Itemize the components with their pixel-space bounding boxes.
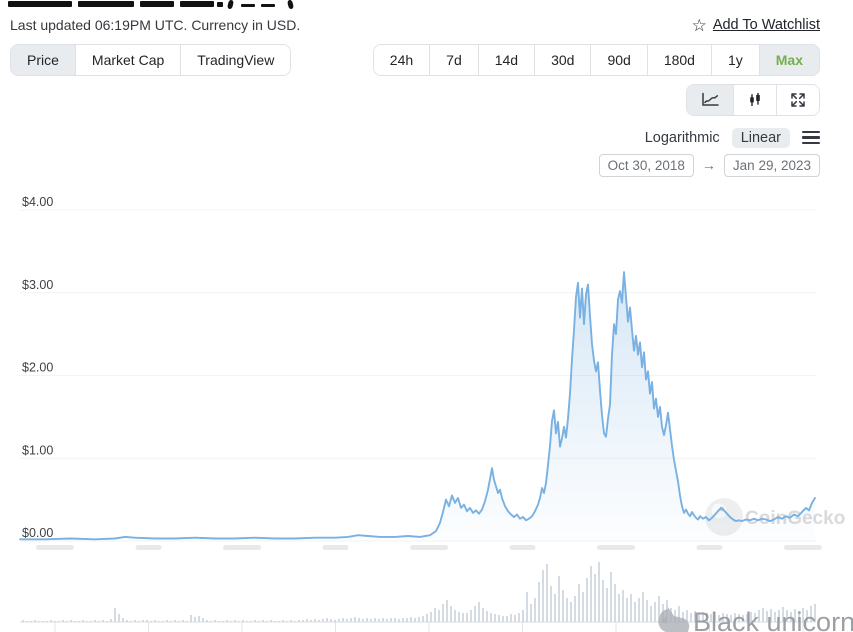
x-axis-label-blob	[322, 545, 349, 550]
price-line	[19, 271, 816, 541]
x-axis-label-blob	[696, 545, 723, 550]
last-updated-text: Last updated 06:19PM UTC. Currency in US…	[10, 17, 301, 33]
price-area-fill	[20, 272, 815, 541]
chart-menu-icon[interactable]	[802, 129, 820, 147]
x-axis-label-blob	[597, 545, 635, 550]
x-axis-label-blob	[509, 545, 536, 550]
x-axis-label-blob	[135, 545, 162, 550]
range-90d-button[interactable]: 90d	[590, 45, 647, 75]
linear-toggle[interactable]: Linear	[731, 127, 790, 148]
x-axis-label-blob	[784, 545, 822, 550]
volume-bars	[22, 562, 816, 622]
y-axis-label: $4.00	[22, 195, 53, 209]
candlestick-icon	[750, 92, 760, 106]
tab-price[interactable]: Price	[11, 45, 75, 75]
fullscreen-button[interactable]	[776, 84, 819, 115]
line-chart-icon	[702, 92, 719, 106]
x-axis-label-blob	[410, 545, 448, 550]
arrow-right-icon: →	[701, 157, 716, 173]
add-to-watchlist-label: Add To Watchlist	[712, 17, 820, 33]
add-to-watchlist-button[interactable]: ☆ Add To Watchlist	[692, 17, 820, 34]
chart-type-toggle	[686, 83, 820, 116]
price-series	[19, 271, 816, 541]
view-tabs: Price Market Cap TradingView	[10, 44, 292, 76]
y-axis-label: $0.00	[22, 526, 53, 540]
y-axis-label: $2.00	[22, 361, 53, 375]
range-180d-button[interactable]: 180d	[646, 45, 711, 75]
black-unicorn-watermark: Black unicorn	[658, 607, 853, 632]
y-axis-label: $1.00	[22, 443, 53, 457]
date-from-input[interactable]: Oct 30, 2018	[598, 153, 694, 177]
range-7d-button[interactable]: 7d	[429, 45, 478, 75]
grid-and-ylabels: $0.00 $1.00 $2.00 $3.00 $4.00	[20, 195, 816, 542]
logarithmic-toggle[interactable]: Logarithmic	[644, 129, 720, 146]
black-unicorn-watermark-text: Black unicorn	[693, 607, 853, 632]
line-chart-button[interactable]	[687, 84, 733, 115]
range-buttons: 24h 7d 14d 30d 90d 180d 1y Max	[372, 44, 820, 76]
range-1y-button[interactable]: 1y	[710, 45, 759, 75]
date-to-input[interactable]: Jan 29, 2023	[723, 153, 820, 177]
range-24h-button[interactable]: 24h	[373, 45, 430, 75]
unicorn-logo-icon	[658, 607, 690, 632]
range-max-button[interactable]: Max	[758, 45, 819, 75]
fullscreen-expand-icon	[791, 92, 805, 107]
candlestick-chart-button[interactable]	[733, 84, 776, 115]
x-axis-label-blob	[36, 545, 74, 550]
x-axis-label-blob	[223, 545, 261, 550]
tab-market-cap[interactable]: Market Cap	[74, 45, 181, 75]
range-30d-button[interactable]: 30d	[534, 45, 591, 75]
y-axis-label: $3.00	[22, 278, 53, 292]
star-outline-icon: ☆	[691, 15, 707, 35]
tab-tradingview[interactable]: TradingView	[180, 45, 291, 75]
range-14d-button[interactable]: 14d	[477, 45, 535, 75]
